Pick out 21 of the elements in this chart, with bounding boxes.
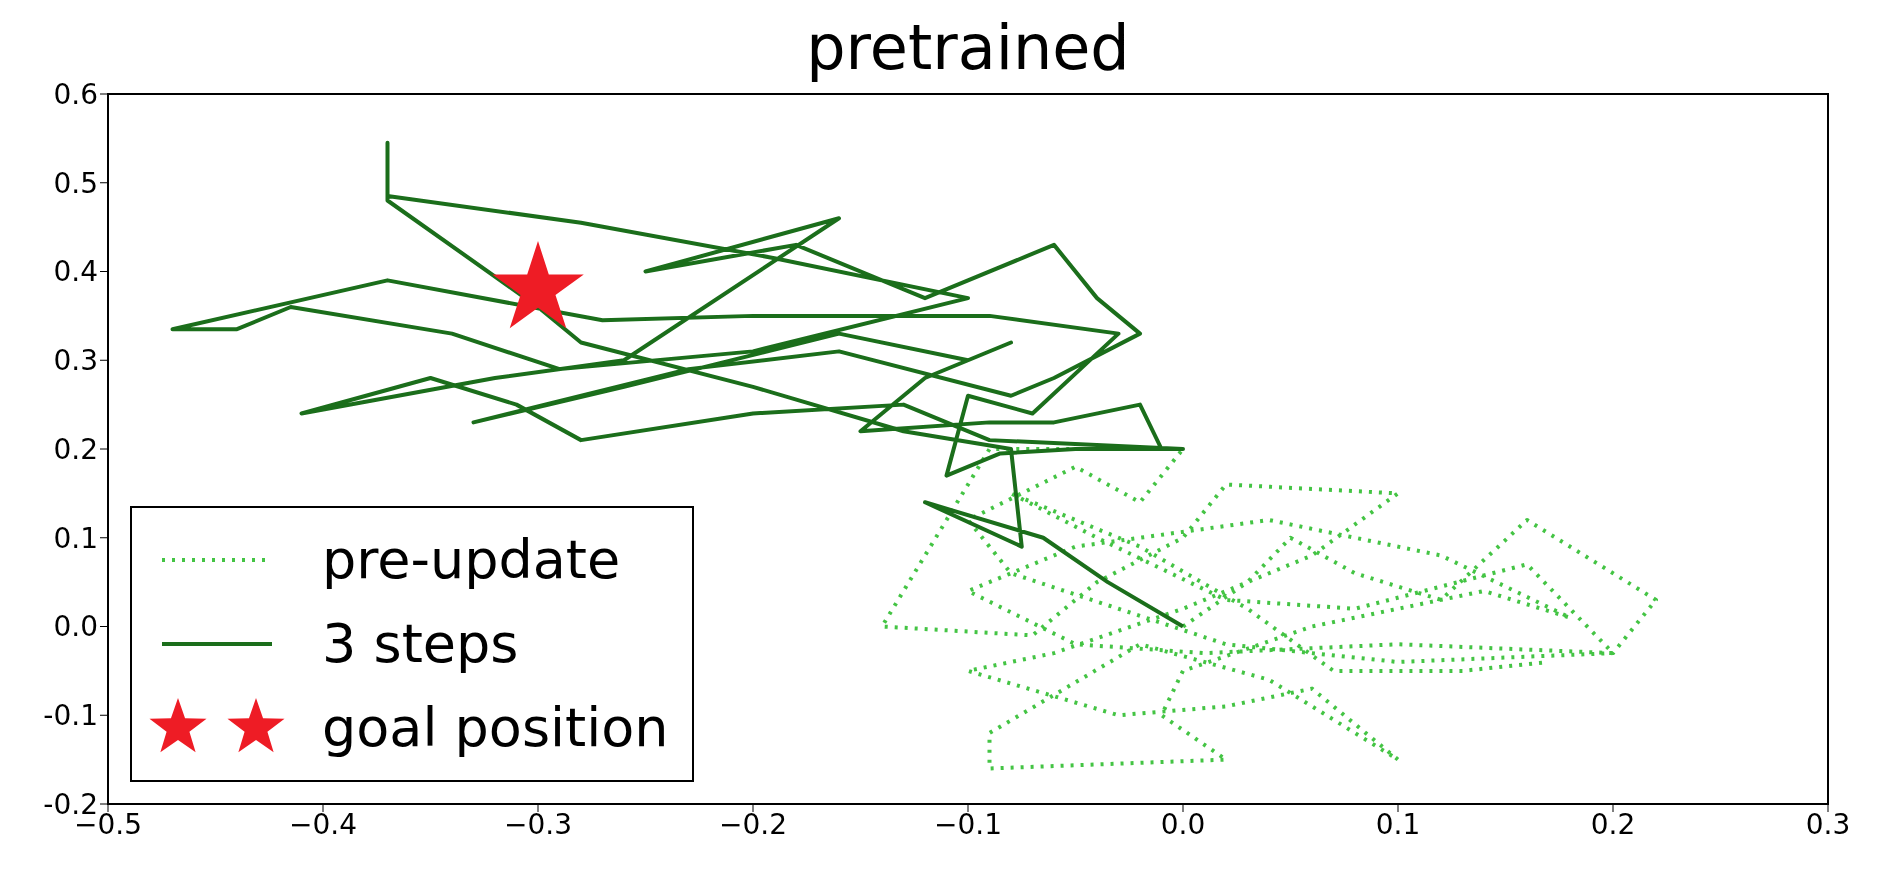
x-tick-label: 0.3	[1805, 807, 1851, 841]
y-tick-label: 0.4	[53, 255, 98, 289]
y-tick-label: 0.3	[53, 344, 98, 378]
y-tick-label: 0.0	[53, 610, 98, 644]
x-tick-label: −0.1	[934, 807, 1002, 841]
legend-label: 3 steps	[322, 611, 519, 677]
y-tick-label: 0.2	[53, 432, 98, 466]
y-tick-label: -0.1	[43, 699, 98, 733]
x-tick-label: 0.0	[1160, 807, 1206, 841]
x-tick-label: 0.1	[1375, 807, 1421, 841]
legend-label: pre-update	[322, 527, 621, 593]
legend-label: goal position	[322, 695, 669, 761]
chart-title: pretrained	[805, 10, 1131, 86]
x-tick-label: −0.4	[289, 807, 357, 841]
x-tick-label: −0.3	[504, 807, 572, 841]
y-tick-label: 0.1	[53, 521, 98, 555]
x-tick-label: 0.2	[1590, 807, 1636, 841]
y-tick-label: 0.6	[53, 77, 98, 111]
y-tick-label: 0.5	[53, 166, 98, 200]
line-series	[880, 447, 1658, 771]
x-tick-label: −0.2	[719, 807, 787, 841]
